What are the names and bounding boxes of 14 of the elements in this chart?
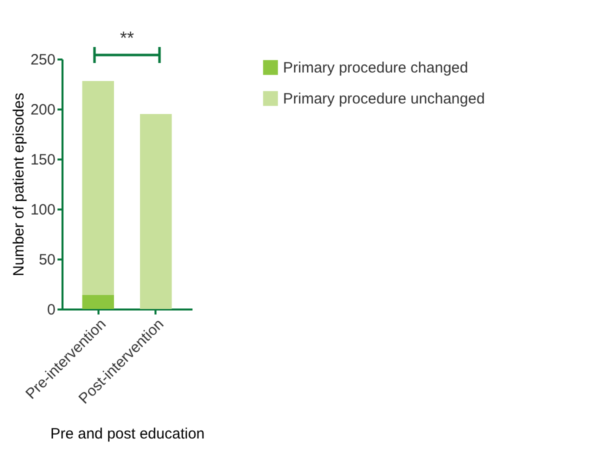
bar <box>82 295 114 309</box>
y-tick-label: 100 <box>30 202 56 218</box>
text: ** <box>120 28 134 48</box>
y-tick-label: 50 <box>38 252 56 268</box>
legend-label: Primary procedure unchanged <box>283 90 485 108</box>
y-tick-label: 150 <box>30 152 56 168</box>
y-tick-label: 250 <box>30 52 56 68</box>
legend-label: Primary procedure changed <box>283 60 468 76</box>
y-tick-label: 200 <box>30 102 56 118</box>
bar <box>140 114 172 309</box>
bar <box>82 81 114 295</box>
x-axis-title: Pre and post education <box>50 426 205 443</box>
y-axis-title: Number of patient episodes <box>10 92 28 276</box>
y-tick-label: 0 <box>47 302 56 318</box>
